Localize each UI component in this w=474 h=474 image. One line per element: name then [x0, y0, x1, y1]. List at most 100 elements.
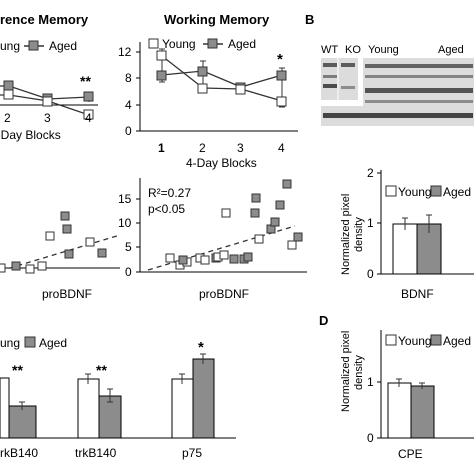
- working-young-line: [161, 55, 283, 102]
- scatter-right-y-tick: 15: [118, 192, 132, 206]
- working-aged-line: [161, 70, 283, 88]
- cpe-category-label: CPE: [398, 447, 423, 461]
- bdnf-y-label-line1: Normalized pixel: [340, 194, 352, 275]
- reference-young-point: [83, 109, 94, 120]
- reference-aged-point: [83, 91, 94, 102]
- scatter-right-r2: R²=0.27: [148, 186, 191, 200]
- working-memory-panel: Working Memory Young Aged 0 4 8 12: [118, 12, 298, 170]
- working-young-point: [276, 96, 287, 107]
- working-young-point: [156, 50, 167, 61]
- scatter-right-y-tick: 0: [125, 265, 132, 279]
- legend-aged-marker: [28, 40, 39, 51]
- working-x-tick: 2: [199, 141, 206, 155]
- bdnf-y-tick: 1: [367, 216, 374, 230]
- legend-aged-marker: [430, 334, 442, 346]
- bdnf-y-tick: 0: [367, 267, 374, 281]
- legend-aged-label: Aged: [228, 37, 256, 51]
- legend-aged-label: Aged: [39, 336, 67, 350]
- scatter-left-points: [0, 211, 107, 274]
- cpe-y-label-line2: density: [353, 355, 365, 390]
- reference-x-label: 4-Day Blocks: [0, 128, 61, 142]
- cpe-y-tick: 1: [367, 375, 374, 389]
- reference-memory-title: rence Memory: [0, 12, 89, 27]
- p75-bar-aged: [192, 358, 215, 439]
- legend-young-label: Young: [398, 334, 432, 348]
- working-x-label: 4-Day Blocks: [186, 156, 257, 170]
- bdnf-y-label-line2: density: [353, 217, 365, 252]
- cpe-bar-young: [387, 382, 412, 439]
- scatter-right-x-label: proBDNF: [199, 287, 249, 301]
- legend-young-label: Young: [162, 37, 196, 51]
- bdnf-bar-panel: Young Aged Normalized pixel density 0 1 …: [340, 166, 474, 301]
- working-x-tick: 4: [278, 141, 285, 155]
- reference-young-point: [3, 89, 14, 100]
- working-x-tick: 3: [237, 141, 244, 155]
- scatter-right-y-tick: 10: [118, 216, 132, 230]
- legend-young-marker: [385, 334, 397, 346]
- p75-bar-young: [171, 378, 194, 439]
- working-significance: *: [277, 51, 283, 68]
- trk-significance: **: [96, 362, 107, 378]
- working-y-tick: 8: [125, 71, 132, 85]
- reference-young-point: [42, 96, 53, 107]
- reference-x-tick: 3: [44, 111, 51, 125]
- working-aged-point: [197, 66, 208, 77]
- blot-label-wt: WT: [321, 44, 338, 56]
- legend-aged-label: Aged: [443, 334, 471, 348]
- working-y-tick: 4: [125, 98, 132, 112]
- legend-young-marker: [148, 38, 159, 49]
- scatter-right-y-tick: 5: [125, 240, 132, 254]
- working-y-tick: 12: [118, 45, 132, 59]
- legend-young-label: ung: [0, 39, 20, 53]
- working-aged-point: [276, 70, 287, 81]
- western-blot-panel: WT KO Young Aged: [321, 44, 474, 126]
- cpe-y-tick: 0: [367, 431, 374, 445]
- working-young-point: [235, 84, 246, 95]
- working-y-tick: 0: [125, 124, 132, 138]
- working-young-point: [197, 83, 208, 94]
- working-y-ticks: [136, 51, 140, 132]
- legend-young-label: Young: [398, 185, 432, 199]
- scatter-right-p: p<0.05: [148, 202, 185, 216]
- working-error-bars: [159, 48, 285, 108]
- legend-aged-label: Aged: [443, 185, 471, 199]
- legend-young-marker: [385, 185, 397, 197]
- reference-memory-panel: rence Memory ung Aged ** 2 3 4 4-Day Blo…: [0, 12, 98, 142]
- legend-young-label: ung: [0, 336, 20, 350]
- blot-bands: [323, 63, 473, 103]
- bdnf-y-ticks: [377, 172, 381, 275]
- cpe-y-ticks: [377, 381, 381, 439]
- bdnf-category-label: BDNF: [401, 287, 434, 301]
- working-x-tick: 1: [158, 141, 165, 155]
- scatter-right-points: [165, 179, 303, 270]
- legend-aged-marker: [207, 38, 218, 49]
- blot-label-ko: KO: [345, 44, 361, 56]
- bdnf-error-bars: [402, 214, 432, 233]
- legend-aged-label: Aged: [49, 39, 77, 53]
- blot-label-young: Young: [368, 44, 399, 56]
- scatter-right-panel: 0 5 10 15 R²=0.27 p<0.05: [118, 178, 307, 301]
- working-memory-title: Working Memory: [164, 12, 270, 27]
- reference-aged-point: [3, 80, 14, 91]
- bdnf-bar-young: [392, 223, 418, 275]
- panel-label-d: D: [319, 313, 328, 328]
- trk-bar-aged: [8, 405, 37, 439]
- reference-significance: **: [80, 73, 91, 89]
- cpe-error-bars: [396, 378, 425, 389]
- panel-label-b: B: [305, 12, 314, 27]
- cpe-bar-aged: [410, 385, 435, 439]
- legend-aged-marker: [430, 185, 442, 197]
- trk-category-label: rkB140: [0, 446, 38, 460]
- blot-loading-band: [323, 113, 473, 118]
- trk-bar-young: [77, 378, 100, 439]
- legend-aged-marker: [24, 336, 36, 348]
- working-aged-point: [156, 70, 167, 81]
- trk-category-label: p75: [182, 446, 202, 460]
- trk-significance: **: [12, 362, 23, 378]
- blot-label-aged: Aged: [438, 44, 464, 56]
- trk-bar-young: [0, 377, 10, 439]
- trk-bar-panel: ung Aged ** ** * rkB140 trkB140 p75: [0, 336, 236, 460]
- cpe-bar-panel: Young Aged Normalized pixel density 0 1 …: [340, 330, 474, 461]
- reference-x-tick: 4: [85, 111, 92, 125]
